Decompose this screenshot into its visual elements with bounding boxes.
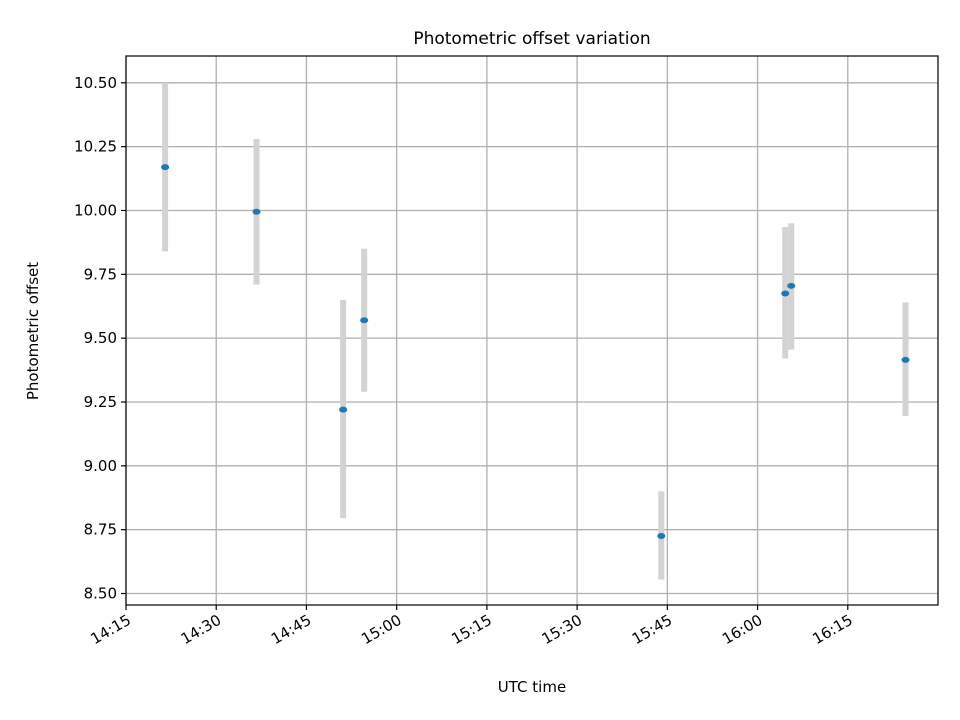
data-point [360, 317, 369, 324]
y-tick-label: 9.50 [84, 329, 117, 347]
y-tick-label: 10.00 [74, 201, 117, 219]
y-tick-label: 9.25 [84, 393, 117, 411]
y-tick-label: 9.00 [84, 457, 117, 475]
data-point [252, 208, 261, 215]
x-axis-label: UTC time [498, 678, 566, 696]
data-point [657, 533, 666, 540]
data-points [161, 164, 910, 540]
axes-frame [125, 55, 939, 606]
data-point [161, 164, 170, 171]
data-point [901, 356, 910, 363]
data-point [339, 406, 348, 413]
y-tick-label: 8.75 [84, 521, 117, 539]
y-tick-label: 10.25 [74, 138, 117, 156]
y-tick-label: 8.50 [84, 585, 117, 603]
data-point [787, 282, 796, 289]
grid-lines [125, 56, 938, 605]
data-point [781, 290, 790, 297]
y-axis-label: Photometric offset [24, 262, 42, 400]
chart-title: Photometric offset variation [413, 29, 650, 49]
y-tick-label: 10.50 [74, 74, 117, 92]
y-axis-ticks: 8.50 8.75 9.00 9.25 9.50 9.75 10.00 10.25 10.50 [74, 74, 126, 603]
y-tick-label: 9.75 [84, 265, 117, 283]
